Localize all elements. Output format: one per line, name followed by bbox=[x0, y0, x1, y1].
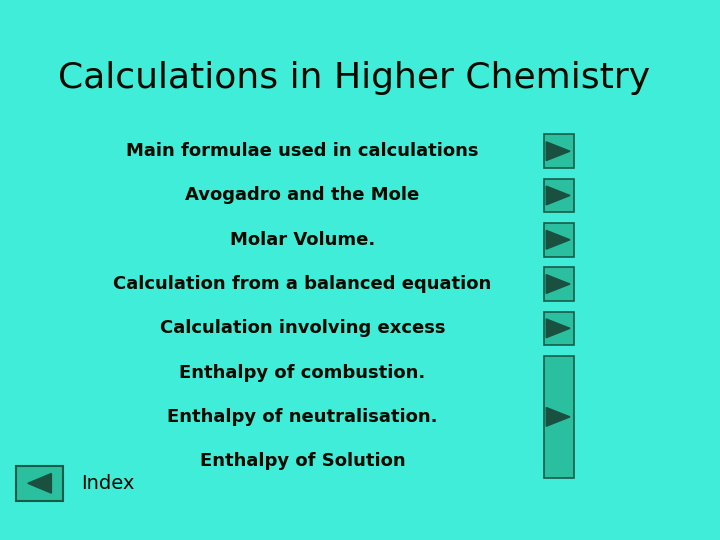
Text: Index: Index bbox=[81, 474, 135, 493]
Text: Calculations in Higher Chemistry: Calculations in Higher Chemistry bbox=[58, 62, 649, 95]
Bar bbox=[544, 179, 574, 212]
Polygon shape bbox=[546, 186, 570, 205]
Text: Molar Volume.: Molar Volume. bbox=[230, 231, 375, 249]
Bar bbox=[544, 356, 574, 478]
Text: Avogadro and the Mole: Avogadro and the Mole bbox=[185, 186, 420, 205]
Text: Enthalpy of combustion.: Enthalpy of combustion. bbox=[179, 363, 426, 382]
Bar bbox=[544, 312, 574, 345]
Polygon shape bbox=[546, 408, 570, 426]
Bar bbox=[544, 223, 574, 256]
Polygon shape bbox=[546, 275, 570, 293]
Polygon shape bbox=[28, 474, 51, 493]
Text: Main formulae used in calculations: Main formulae used in calculations bbox=[126, 142, 479, 160]
Text: Enthalpy of Solution: Enthalpy of Solution bbox=[199, 452, 405, 470]
Text: Enthalpy of neutralisation.: Enthalpy of neutralisation. bbox=[167, 408, 438, 426]
Polygon shape bbox=[546, 319, 570, 338]
Polygon shape bbox=[546, 142, 570, 160]
Bar bbox=[544, 267, 574, 301]
Bar bbox=[16, 465, 63, 501]
Polygon shape bbox=[546, 231, 570, 249]
Bar bbox=[544, 134, 574, 168]
Text: Calculation involving excess: Calculation involving excess bbox=[160, 319, 445, 338]
Text: Calculation from a balanced equation: Calculation from a balanced equation bbox=[113, 275, 492, 293]
